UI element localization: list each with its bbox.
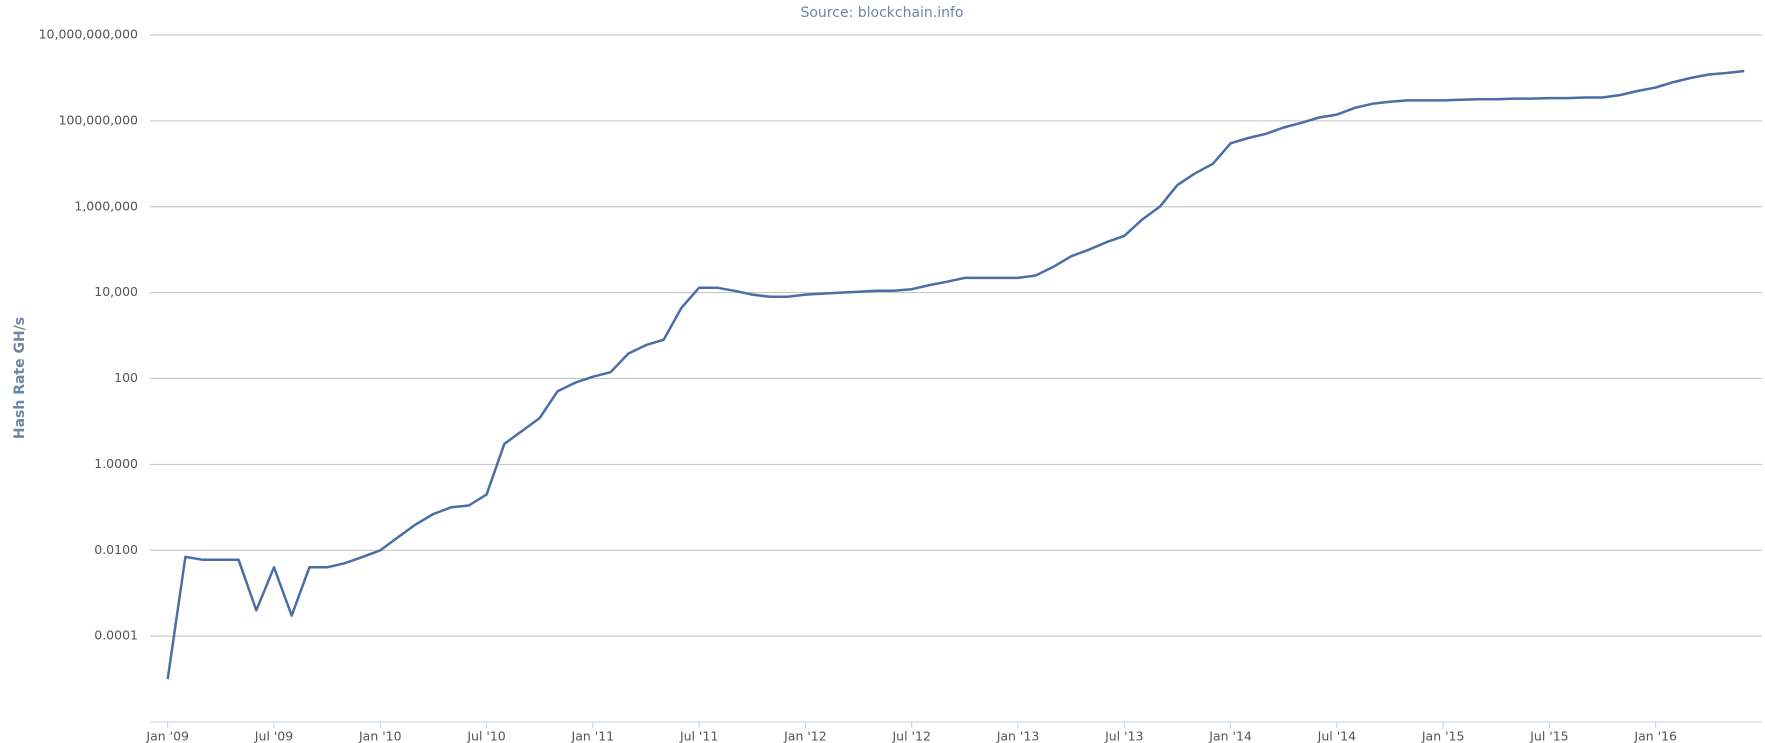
x-tick-label: Jan '15 <box>1421 729 1465 743</box>
chart-title: Source: blockchain.info <box>800 5 963 21</box>
x-tick-label: Jan '10 <box>358 729 402 743</box>
y-tick-label: 1,000,000 <box>74 198 138 213</box>
y-tick-label: 0.0001 <box>94 628 138 643</box>
y-tick-label: 10,000 <box>94 284 138 299</box>
x-tick-label: Jan '09 <box>145 729 189 743</box>
x-tick-label: Jul '14 <box>1317 729 1356 743</box>
x-tick-label: Jul '12 <box>892 729 931 743</box>
data-line <box>166 69 1745 680</box>
y-tick-label: 1.0000 <box>94 456 138 471</box>
x-tick-label: Jan '11 <box>571 729 615 743</box>
x-tick-label: Jan '14 <box>1208 729 1252 743</box>
x-tick-label: Jul '13 <box>1104 729 1143 743</box>
x-tick-label: Jul '15 <box>1529 729 1568 743</box>
y-tick-label: 0.0100 <box>94 542 138 557</box>
x-tick-label: Jul '10 <box>466 729 505 743</box>
x-tick-label: Jan '16 <box>1633 729 1677 743</box>
y-tick-label: 100 <box>114 370 138 385</box>
x-tick-label: Jul '11 <box>679 729 718 743</box>
y-tick-label: 10,000,000,000 <box>39 27 138 42</box>
x-tick-label: Jan '13 <box>996 729 1040 743</box>
y-axis-label: Hash Rate GH/s <box>12 317 28 439</box>
x-tick-label: Jan '12 <box>783 729 827 743</box>
y-tick-label: 100,000,000 <box>58 112 138 127</box>
x-tick-label: Jul '09 <box>254 729 293 743</box>
